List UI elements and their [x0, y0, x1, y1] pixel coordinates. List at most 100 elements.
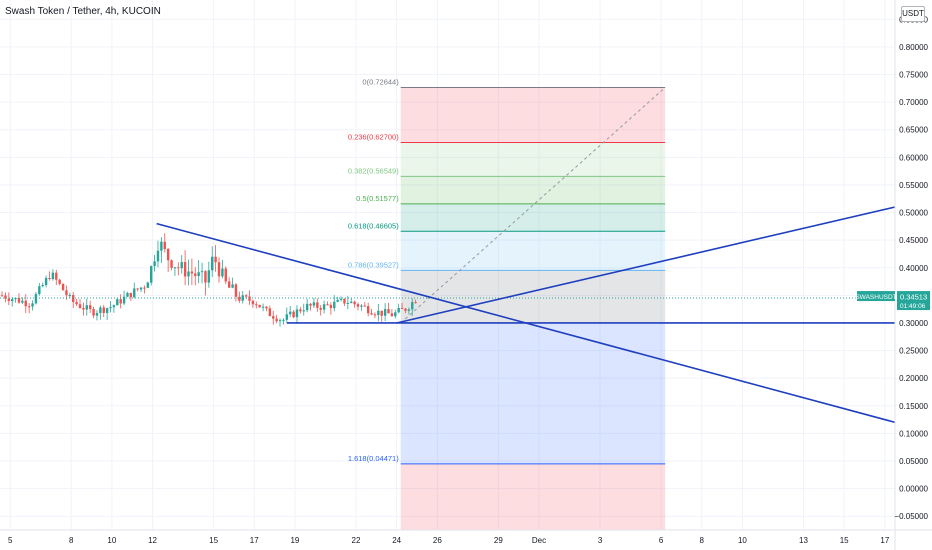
candle-body	[387, 309, 390, 314]
fib-level-label: 1.618(0.04471)	[348, 454, 399, 463]
symbol-title[interactable]: Swash Token / Tether, 4h, KUCOIN	[5, 6, 161, 17]
candle-body	[251, 300, 255, 305]
price-axis-label: 0.65000	[899, 126, 928, 135]
candle-body	[163, 241, 166, 249]
candle-body	[129, 292, 133, 298]
candle-body	[48, 277, 51, 280]
candle-body	[268, 308, 272, 317]
candle-body	[68, 295, 72, 297]
candle-body	[224, 268, 227, 282]
candle-body	[173, 267, 177, 269]
fib-zone	[400, 203, 666, 232]
candle-body	[299, 309, 302, 312]
price-tag-symbol: SWASHUSDT	[855, 294, 896, 301]
candle-body	[61, 283, 65, 291]
price-axis-label: −0.05000	[894, 512, 928, 521]
trendline-ascending-line	[396, 206, 896, 324]
price-tag-value-box	[897, 291, 930, 311]
time-axis-label: 8	[700, 536, 705, 545]
candle-body	[146, 282, 150, 288]
price-axis-label: 0.05000	[899, 457, 928, 466]
candle-body	[170, 260, 173, 268]
candle-body	[366, 306, 370, 314]
price-axis-label: 0.80000	[899, 43, 928, 52]
price-axis-label: 0.75000	[899, 71, 928, 80]
candle-body	[136, 288, 139, 290]
candle-body	[78, 304, 82, 308]
price-axis-label: 0.30000	[899, 319, 928, 328]
candle-body	[7, 298, 11, 302]
candle-body	[102, 307, 105, 313]
time-axis-label: 29	[494, 536, 503, 545]
candle-body	[65, 290, 68, 296]
fib-zone	[400, 87, 666, 143]
candle-body	[394, 312, 397, 317]
time-axis-label: 6	[659, 536, 664, 545]
time-axis-label: 8	[69, 536, 74, 545]
currency-unit-badge[interactable]: USDT	[901, 6, 925, 22]
candle-body	[207, 270, 211, 283]
candle-body	[292, 311, 295, 318]
fib-zone	[400, 270, 666, 323]
candle-body	[194, 273, 197, 277]
price-axis[interactable]: 0.850000.800000.750000.700000.650000.600…	[894, 0, 929, 550]
candle-body	[377, 310, 380, 316]
candle-body	[373, 314, 377, 316]
candle-body	[278, 320, 282, 322]
candle-body	[336, 299, 339, 302]
price-tag-price: 0.34513	[900, 293, 927, 302]
candle-body	[404, 308, 407, 311]
fib-trend-diagonal	[400, 87, 666, 324]
candle-body	[380, 310, 383, 316]
candle-body	[241, 295, 244, 301]
time-axis-label: Dec	[532, 536, 546, 545]
candle-body	[363, 305, 366, 307]
candle-body	[0, 295, 4, 297]
candle-body	[31, 303, 34, 307]
candle-body	[153, 261, 156, 267]
price-axis-label: 0.15000	[899, 402, 928, 411]
candle-body	[214, 256, 217, 263]
time-axis-label: 26	[433, 536, 442, 545]
candle-body	[82, 307, 85, 310]
candle-body	[319, 307, 322, 310]
candle-body	[288, 311, 292, 315]
time-axis-label: 12	[148, 536, 157, 545]
candle-body	[238, 296, 241, 301]
candle-body	[119, 299, 122, 304]
candle-body	[180, 262, 183, 269]
candle-body	[126, 292, 129, 297]
candle-body	[356, 304, 360, 307]
time-axis-label: 3	[598, 536, 603, 545]
candle-body	[139, 287, 143, 290]
candle-body	[265, 306, 268, 309]
candlestick-series	[0, 233, 417, 327]
candle-body	[197, 272, 200, 277]
candle-body	[322, 304, 326, 310]
candle-body	[109, 307, 112, 309]
candle-body	[17, 297, 21, 303]
candle-body	[414, 302, 417, 304]
candle-body	[211, 256, 214, 271]
candle-body	[88, 305, 92, 310]
candle-body	[58, 279, 61, 284]
time-axis-label: 10	[738, 536, 747, 545]
time-axis-label: 13	[799, 536, 808, 545]
candle-body	[72, 295, 75, 303]
fibonacci-retracement[interactable]: 0(0.72644) 0.236(0.62700) 0.382(0.56549) 0.…	[348, 78, 666, 531]
fib-zone	[400, 463, 666, 530]
candle-body	[302, 310, 305, 312]
time-axis[interactable]: 5 8 10 12 15 17 19 22 24 26 29 Dec 3 6 8 10 13 15 17	[0, 529, 932, 545]
trendlines[interactable]	[0, 206, 896, 424]
fib-zone	[400, 176, 666, 204]
candle-body	[261, 306, 265, 308]
candle-body	[217, 262, 221, 277]
candle-body	[411, 302, 414, 310]
time-axis-label: 17	[880, 536, 889, 545]
candle-body	[85, 305, 88, 310]
candle-body	[44, 277, 48, 286]
price-axis-label: 0.20000	[899, 374, 928, 383]
candle-body	[187, 271, 190, 277]
